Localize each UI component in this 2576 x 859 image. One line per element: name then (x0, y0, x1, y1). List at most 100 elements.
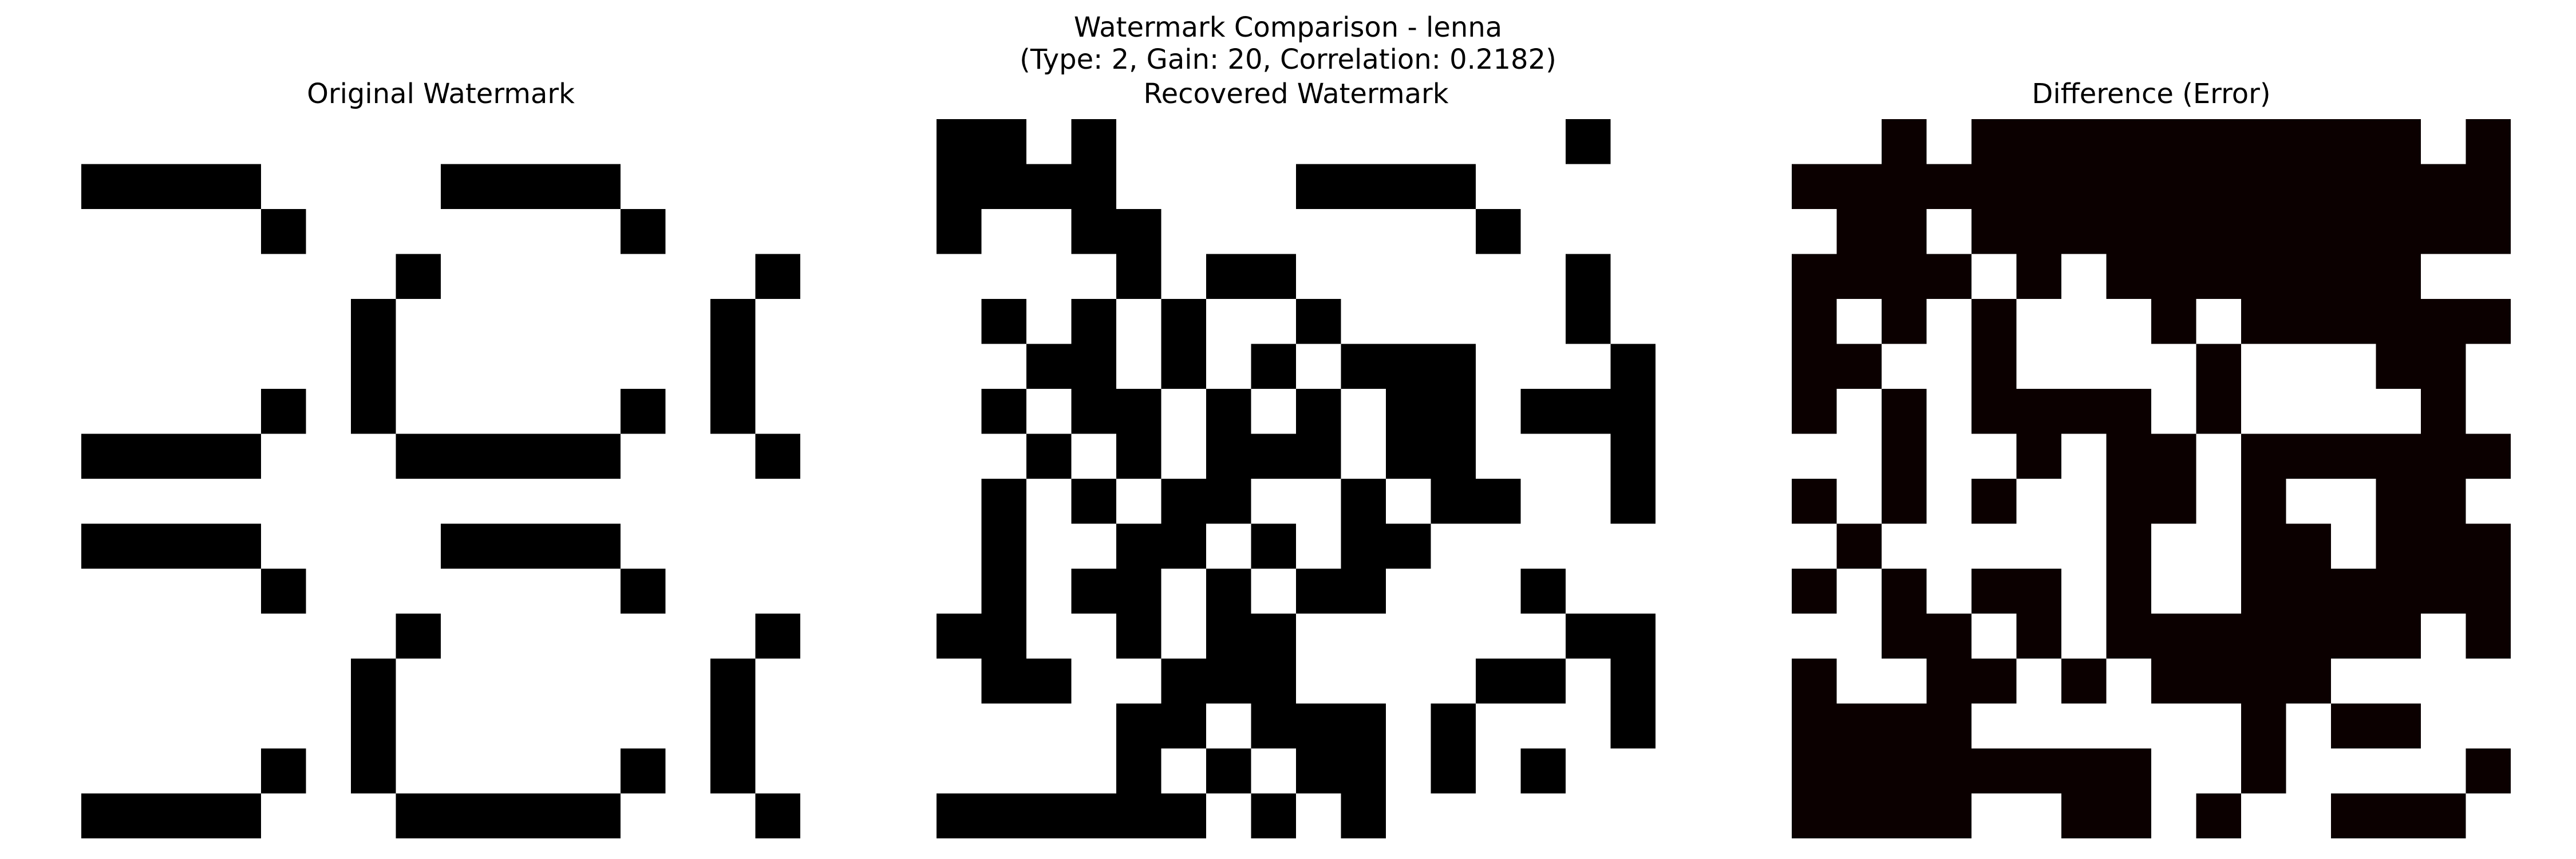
heatmap-cell (621, 299, 666, 344)
heatmap-cell (1792, 164, 1837, 210)
heatmap-cell (1341, 703, 1386, 749)
heatmap-cell (1520, 344, 1566, 389)
heatmap-cell (441, 748, 486, 794)
heatmap-cell (1792, 209, 1837, 254)
heatmap-cell (126, 164, 172, 210)
heatmap-cell (485, 209, 531, 254)
heatmap-cell (171, 569, 216, 614)
heatmap-cell (216, 479, 262, 524)
heatmap-cell (1296, 523, 1341, 569)
heatmap-cell (1161, 703, 1207, 749)
heatmap-cell (2061, 613, 2107, 659)
heatmap-cell (1116, 613, 1161, 659)
heatmap-cell (1161, 389, 1207, 434)
heatmap-cell (261, 793, 306, 838)
heatmap-cell (2466, 793, 2511, 838)
heatmap-cell (1386, 164, 1431, 210)
heatmap-cell (1341, 613, 1386, 659)
heatmap-cell (981, 434, 1027, 479)
heatmap-cell (710, 389, 756, 434)
heatmap-cell (1071, 254, 1117, 300)
heatmap-cell (575, 434, 621, 479)
heatmap-cell (937, 209, 982, 254)
heatmap-cell (126, 793, 172, 838)
heatmap-cell (1296, 209, 1341, 254)
heatmap-cell (937, 164, 982, 210)
heatmap-cell (2331, 479, 2376, 524)
heatmap-cell (621, 523, 666, 569)
heatmap-cell (1610, 479, 1656, 524)
heatmap-cell (1341, 389, 1386, 434)
heatmap-cell (710, 299, 756, 344)
heatmap-cell (2016, 703, 2062, 749)
heatmap-cell (531, 479, 576, 524)
heatmap-cell (126, 659, 172, 704)
heatmap-cell (396, 434, 441, 479)
heatmap-cell (2151, 254, 2196, 300)
heatmap-cell (1566, 613, 1611, 659)
heatmap-cell (1116, 703, 1161, 749)
heatmap-cell (1566, 389, 1611, 434)
heatmap-cell (981, 209, 1027, 254)
heatmap-cell (216, 389, 262, 434)
heatmap-cell (531, 569, 576, 614)
heatmap-cell (1971, 254, 2017, 300)
heatmap-cell (621, 613, 666, 659)
heatmap-cell (261, 613, 306, 659)
heatmap-cell (306, 434, 351, 479)
heatmap-cell (2331, 299, 2376, 344)
heatmap-cell (1026, 119, 1072, 164)
heatmap-cell (1341, 523, 1386, 569)
heatmap-cell (1386, 793, 1431, 838)
heatmap-cell (2421, 434, 2466, 479)
heatmap-cell (1926, 164, 1972, 210)
heatmap-cell (216, 299, 262, 344)
heatmap-cell (81, 659, 127, 704)
heatmap-cell (2061, 703, 2107, 749)
heatmap-cell (396, 703, 441, 749)
heatmap-cell (2421, 613, 2466, 659)
heatmap-cell (2061, 299, 2107, 344)
heatmap-cell (1071, 389, 1117, 434)
heatmap-cell (2286, 209, 2332, 254)
heatmap-cell (2331, 569, 2376, 614)
heatmap-cell (1971, 569, 2017, 614)
heatmap-cell (1566, 299, 1611, 344)
heatmap-cell (2421, 569, 2466, 614)
heatmap-cell (1161, 119, 1207, 164)
heatmap-cell (1071, 164, 1117, 210)
heatmap-cell (2061, 748, 2107, 794)
heatmap-cell (1386, 479, 1431, 524)
heatmap-cell (1836, 299, 1882, 344)
heatmap-cell (1926, 254, 1972, 300)
heatmap-cell (1116, 479, 1161, 524)
heatmap-cell (1971, 389, 2017, 434)
heatmap-cell (2196, 793, 2242, 838)
heatmap-cell (621, 164, 666, 210)
heatmap-cell (2466, 299, 2511, 344)
heatmap-cell (1476, 523, 1521, 569)
heatmap-cell (1161, 479, 1207, 524)
heatmap-cell (2421, 703, 2466, 749)
heatmap-cell (1386, 748, 1431, 794)
heatmap-cell (2331, 613, 2376, 659)
heatmap-cell (2241, 703, 2286, 749)
heatmap-cell (2016, 434, 2062, 479)
heatmap-cell (2421, 523, 2466, 569)
heatmap-cell (306, 748, 351, 794)
heatmap-cell (1251, 569, 1297, 614)
heatmap-cell (981, 389, 1027, 434)
heatmap-cell (1566, 209, 1611, 254)
heatmap-cell (1026, 613, 1072, 659)
heatmap-cell (937, 254, 982, 300)
heatmap-cell (1836, 209, 1882, 254)
heatmap-cell (1206, 569, 1251, 614)
heatmap-cell (531, 703, 576, 749)
heatmap-cell (1520, 254, 1566, 300)
heatmap-cell (1251, 164, 1297, 210)
heatmap-cell (2241, 569, 2286, 614)
heatmap-cell (2016, 659, 2062, 704)
heatmap-cell (2376, 703, 2421, 749)
heatmap-cell (981, 793, 1027, 838)
heatmap-cell (2466, 344, 2511, 389)
